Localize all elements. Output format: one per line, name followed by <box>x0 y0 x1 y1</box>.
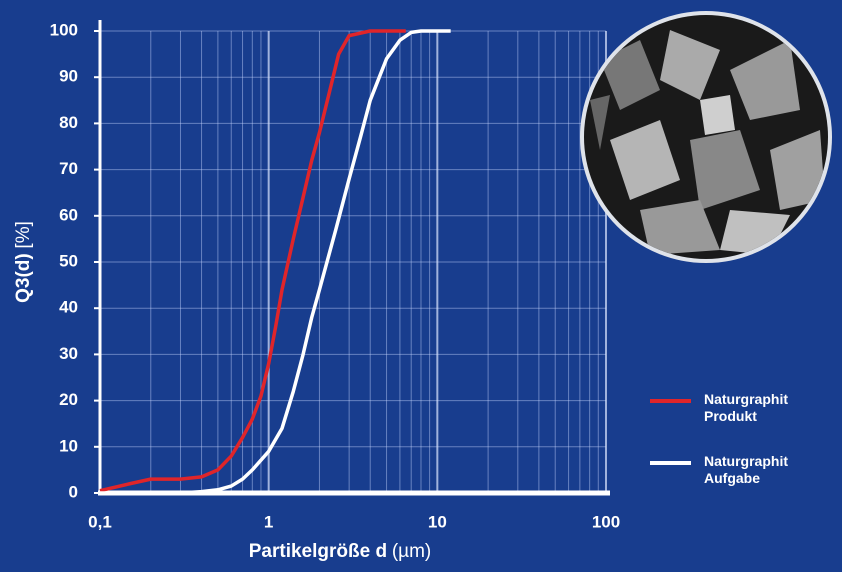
x-tick-label: 100 <box>592 512 620 531</box>
y-tick-label: 20 <box>59 390 78 409</box>
legend-label: Naturgraphit Produkt <box>704 391 814 425</box>
x-tick-label: 1 <box>264 512 273 531</box>
y-tick-label: 40 <box>59 298 78 317</box>
y-tick-label: 60 <box>59 205 78 224</box>
grid <box>100 31 606 493</box>
y-tick-label: 10 <box>59 436 78 455</box>
y-label: Q3(d) <box>13 253 34 303</box>
y-tick-label: 100 <box>50 20 78 39</box>
series-line <box>100 31 406 491</box>
y-tick-label: 50 <box>59 251 78 270</box>
sem-photo <box>580 11 832 263</box>
x-axis-title: Partikelgröße d (µm) <box>249 541 432 562</box>
y-tick-label: 30 <box>59 344 78 363</box>
y-tick-label: 70 <box>59 159 78 178</box>
x-tick-label: 10 <box>428 512 447 531</box>
y-axis-title: Q3(d) [%] <box>13 221 34 303</box>
y-tick-label: 80 <box>59 113 78 132</box>
y-unit: [%] <box>13 221 34 248</box>
legend-label: Naturgraphit Aufgabe <box>704 453 814 487</box>
y-tick-label: 90 <box>59 67 78 86</box>
y-tick-label: 0 <box>69 482 78 501</box>
x-tick-label: 0,1 <box>88 512 112 531</box>
axes <box>98 20 610 493</box>
x-unit: (µm) <box>392 541 431 562</box>
page: Partikelgröße d (µm) Q3(d) [%] 0 10 20 30 40… <box>0 0 842 572</box>
x-label: Partikelgröße d <box>249 541 387 562</box>
